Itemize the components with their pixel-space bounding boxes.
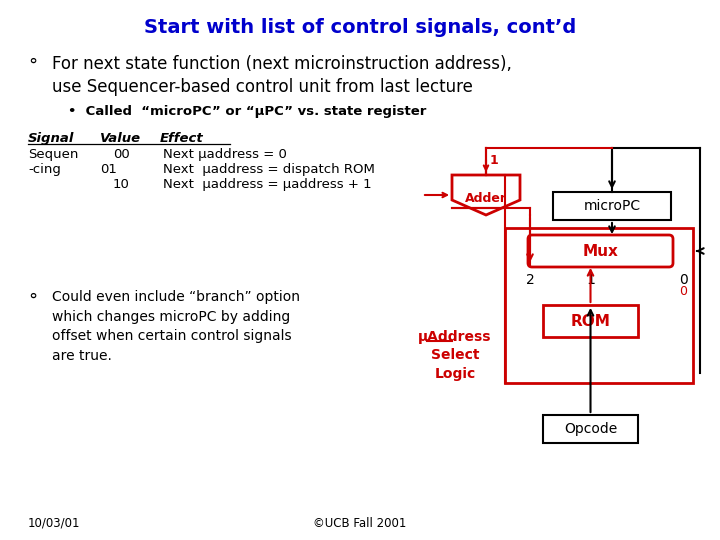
Text: Start with list of control signals, cont’d: Start with list of control signals, cont…	[144, 18, 576, 37]
Text: Opcode: Opcode	[564, 422, 617, 436]
Text: 01: 01	[100, 163, 117, 176]
Text: Next  μaddress = dispatch ROM: Next μaddress = dispatch ROM	[163, 163, 375, 176]
Text: 10/03/01: 10/03/01	[28, 517, 81, 530]
Bar	[505, 228, 693, 383]
Text: •  Called  “microPC” or “μPC” vs. state register: • Called “microPC” or “μPC” vs. state re…	[68, 105, 426, 118]
Text: 1: 1	[490, 154, 498, 167]
Text: microPC: microPC	[583, 199, 641, 213]
Text: Mux: Mux	[582, 244, 618, 259]
Text: °: °	[28, 292, 37, 310]
Text: 0: 0	[679, 273, 688, 287]
Text: ©UCB Fall 2001: ©UCB Fall 2001	[313, 517, 407, 530]
Text: ROM: ROM	[570, 314, 611, 328]
Text: Next  μaddress = μaddress + 1: Next μaddress = μaddress + 1	[163, 178, 372, 191]
Text: 00: 00	[113, 148, 130, 161]
Text: 10: 10	[113, 178, 130, 191]
Polygon shape	[452, 175, 520, 215]
Text: μAddress
Select
Logic: μAddress Select Logic	[418, 330, 492, 381]
Text: 1: 1	[586, 273, 595, 287]
FancyBboxPatch shape	[528, 235, 673, 267]
Text: 2: 2	[526, 273, 534, 287]
Text: Sequen: Sequen	[28, 148, 78, 161]
Text: 0: 0	[679, 285, 687, 298]
Bar	[553, 192, 671, 220]
Text: Effect: Effect	[160, 132, 204, 145]
Text: Adder: Adder	[465, 192, 507, 205]
Text: Could even include “branch” option
which changes microPC by adding
offset when c: Could even include “branch” option which…	[52, 290, 300, 362]
Text: Value: Value	[100, 132, 141, 145]
Bar	[543, 415, 638, 443]
Text: °: °	[28, 57, 37, 75]
Bar	[543, 305, 638, 337]
Text: -cing: -cing	[28, 163, 61, 176]
Text: For next state function (next microinstruction address),
use Sequencer-based con: For next state function (next microinstr…	[52, 55, 512, 96]
Text: Next μaddress = 0: Next μaddress = 0	[163, 148, 287, 161]
Text: Signal: Signal	[28, 132, 74, 145]
